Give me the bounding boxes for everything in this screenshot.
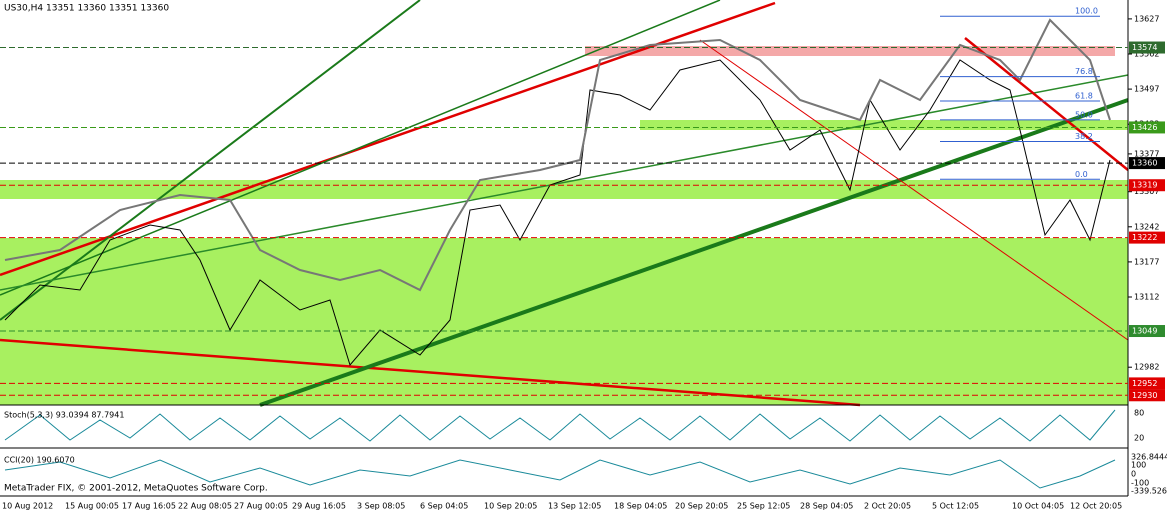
support-zone <box>0 238 1128 405</box>
trend-line <box>259 98 1129 407</box>
cci-line <box>4 459 1116 489</box>
price-tick-label: 13497 <box>1134 85 1159 94</box>
time-tick-label: 22 Aug 08:05 <box>178 502 232 511</box>
level-box <box>1129 389 1165 402</box>
time-tick-label: 10 Aug 2012 <box>2 502 53 511</box>
level-box <box>1129 121 1165 134</box>
level-label: 12930 <box>1132 391 1157 400</box>
trend-line <box>699 39 1129 341</box>
level-label: 12952 <box>1132 379 1157 388</box>
level-label: 13319 <box>1132 181 1157 190</box>
time-tick-label: 20 Sep 20:05 <box>675 502 728 511</box>
price-tick-label: 13377 <box>1134 149 1159 158</box>
resistance-zone <box>585 46 1115 56</box>
copyright: MetaTrader FIX, © 2001-2012, MetaQuotes … <box>4 484 268 494</box>
time-tick-label: 10 Oct 04:05 <box>1012 502 1064 511</box>
fibo-label: 0.0 <box>1075 170 1088 179</box>
time-tick-label: 17 Aug 16:05 <box>122 502 176 511</box>
trend-line <box>0 74 1129 291</box>
fibo-label: 61.8 <box>1075 91 1093 100</box>
level-box <box>1129 41 1165 54</box>
time-tick-label: 12 Oct 20:05 <box>1070 502 1122 511</box>
time-tick-label: 10 Sep 20:05 <box>484 502 537 511</box>
trend-line <box>964 37 1129 171</box>
fibo-label: 76.8 <box>1075 67 1093 76</box>
level-box <box>1129 231 1165 244</box>
time-tick-label: 2 Oct 20:05 <box>864 502 911 511</box>
chart-header: US30,H4 13351 13360 13351 13360 <box>4 4 169 14</box>
stoch-tick-label: 20 <box>1134 434 1144 443</box>
price-tick-label: 13307 <box>1134 187 1159 196</box>
time-tick-label: 28 Sep 04:05 <box>800 502 853 511</box>
level-box <box>1129 325 1165 338</box>
trend-line <box>0 1 776 277</box>
level-label: 13574 <box>1132 43 1157 52</box>
level-label: 13426 <box>1132 123 1157 132</box>
trend-line <box>0 338 861 407</box>
indicator-label: CCI(20) 190.6070 <box>4 456 75 465</box>
price-tick-label: 13627 <box>1134 14 1159 23</box>
time-tick-label: 27 Aug 00:05 <box>234 502 288 511</box>
time-tick-label: 6 Sep 04:05 <box>420 502 468 511</box>
fibo-label: 38.2 <box>1075 132 1093 141</box>
cci-tick-label: 326.8444 <box>1131 453 1167 462</box>
fibo-label: 100.0 <box>1075 7 1098 16</box>
trend-line <box>0 0 721 296</box>
price-tick-label: 13562 <box>1134 50 1159 59</box>
level-label: 13049 <box>1132 327 1157 336</box>
level-box <box>1129 157 1165 170</box>
cci-tick-label: 100 <box>1131 461 1146 470</box>
price-tick-label: 13242 <box>1134 222 1159 231</box>
price-tick-label: 13177 <box>1134 257 1159 266</box>
fibo-label: 50.0 <box>1075 110 1093 119</box>
time-tick-label: 3 Sep 08:05 <box>357 502 405 511</box>
price-tick-label: 12982 <box>1134 363 1159 372</box>
indicator-label: Stoch(5,3,3) 93.0394 87.7941 <box>4 411 124 420</box>
time-tick-label: 13 Sep 12:05 <box>548 502 601 511</box>
stoch-line <box>4 409 1116 442</box>
stoch-tick-label: 80 <box>1134 409 1144 418</box>
level-box <box>1129 377 1165 390</box>
cci-tick-label: -100 <box>1131 479 1149 488</box>
bollinger-band <box>4 18 1111 292</box>
time-tick-label: 18 Sep 04:05 <box>614 502 667 511</box>
level-box <box>1129 179 1165 192</box>
level-label: 13222 <box>1132 233 1157 242</box>
time-tick-label: 15 Aug 00:05 <box>65 502 119 511</box>
level-label: 13360 <box>1132 159 1157 168</box>
zone-band <box>640 120 1128 130</box>
price-tick-label: 13112 <box>1134 293 1159 302</box>
time-tick-label: 5 Oct 12:05 <box>932 502 979 511</box>
time-tick-label: 25 Sep 12:05 <box>737 502 790 511</box>
cci-tick-label: -339.5262 <box>1131 487 1167 496</box>
time-tick-label: 29 Aug 16:05 <box>292 502 346 511</box>
cci-tick-label: 0 <box>1131 470 1136 479</box>
